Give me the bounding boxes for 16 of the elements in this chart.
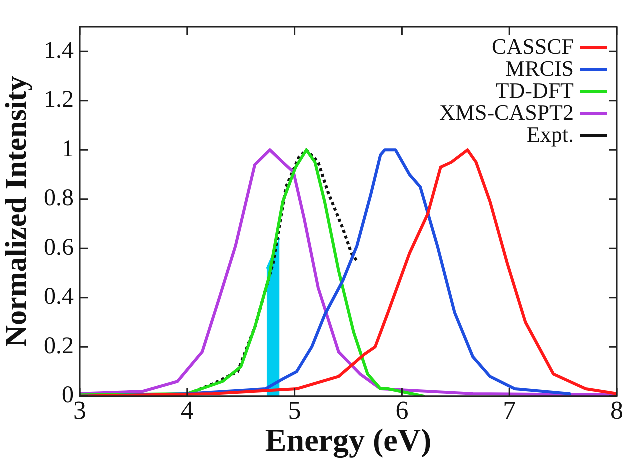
y-tick-label: 1.4 — [44, 38, 74, 64]
y-tick-label: 0.2 — [44, 333, 74, 360]
x-axis-title: Energy (eV) — [265, 422, 432, 460]
y-tick-label: 0 — [62, 382, 74, 409]
y-tick-label: 0.4 — [44, 284, 74, 310]
y-axis-title: Normalized Intensity — [0, 76, 33, 348]
x-tick-label: 8 — [610, 396, 624, 425]
x-tick-label: 4 — [180, 396, 194, 425]
x-tick-label: 7 — [503, 396, 516, 425]
y-tick-label: 1 — [62, 136, 74, 162]
y-tick-label: 0.8 — [44, 186, 74, 212]
x-tick-label: 5 — [288, 396, 302, 425]
y-tick-label: 1.2 — [44, 87, 74, 114]
x-tick-label: 3 — [74, 396, 86, 425]
x-tick-label: 6 — [396, 396, 409, 425]
y-tick-label: 0.6 — [44, 234, 74, 261]
